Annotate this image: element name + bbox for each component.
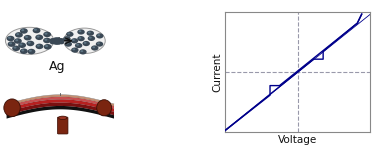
Circle shape [67,32,70,34]
Circle shape [9,42,12,44]
Circle shape [25,36,28,38]
Circle shape [56,39,62,43]
Circle shape [64,37,67,39]
Circle shape [63,36,71,41]
FancyBboxPatch shape [57,117,68,134]
Circle shape [97,42,100,44]
Circle shape [96,41,103,47]
Circle shape [37,45,40,47]
Text: Ag: Ag [49,61,65,73]
Circle shape [79,49,87,55]
Circle shape [55,41,61,45]
Circle shape [28,49,36,54]
Circle shape [29,50,32,52]
Circle shape [8,37,11,39]
Ellipse shape [6,27,54,54]
Circle shape [44,39,47,41]
Circle shape [77,29,85,34]
Circle shape [72,48,75,50]
Circle shape [97,34,100,36]
Circle shape [45,45,48,47]
Circle shape [84,42,87,44]
Polygon shape [6,106,114,119]
Circle shape [75,43,82,48]
Circle shape [53,41,59,45]
Circle shape [28,42,31,44]
Circle shape [44,44,52,50]
Circle shape [15,32,23,38]
Circle shape [50,38,56,42]
Ellipse shape [97,100,112,116]
Circle shape [88,32,91,33]
Circle shape [14,47,17,49]
Circle shape [14,38,22,44]
Circle shape [91,45,99,51]
Circle shape [96,33,104,38]
Circle shape [77,36,85,41]
Circle shape [50,40,56,44]
Ellipse shape [59,116,67,120]
Circle shape [52,39,58,43]
Polygon shape [6,99,114,112]
Circle shape [55,37,61,41]
Circle shape [89,37,92,39]
Polygon shape [6,103,114,115]
Circle shape [71,47,79,53]
Circle shape [66,42,69,44]
Circle shape [79,30,81,32]
Circle shape [72,39,75,41]
Circle shape [15,39,18,41]
Circle shape [92,46,95,48]
Circle shape [20,49,28,54]
Ellipse shape [64,28,105,53]
Circle shape [21,29,24,31]
Circle shape [81,50,83,52]
Polygon shape [6,97,114,109]
Ellipse shape [4,99,20,117]
Circle shape [33,28,40,33]
Circle shape [87,31,94,36]
Circle shape [26,41,34,46]
Circle shape [43,32,51,37]
Circle shape [7,36,14,41]
Circle shape [37,35,40,38]
X-axis label: Voltage: Voltage [278,135,317,145]
Circle shape [59,40,64,44]
Circle shape [43,38,51,43]
Circle shape [20,43,22,46]
Circle shape [79,37,81,39]
Circle shape [21,49,24,51]
Y-axis label: Current: Current [212,53,222,92]
Circle shape [65,41,72,47]
Polygon shape [6,95,114,106]
Circle shape [12,46,20,51]
Circle shape [8,41,15,47]
Circle shape [59,38,64,42]
Circle shape [24,35,32,41]
Circle shape [20,28,28,34]
Circle shape [35,34,43,40]
Circle shape [76,44,79,46]
Circle shape [36,44,43,49]
Circle shape [34,29,37,31]
Circle shape [45,33,48,35]
Circle shape [71,38,78,43]
Circle shape [88,36,95,41]
Circle shape [16,33,19,35]
Circle shape [82,41,90,46]
Circle shape [18,43,26,48]
Circle shape [66,32,74,37]
Circle shape [53,37,59,41]
